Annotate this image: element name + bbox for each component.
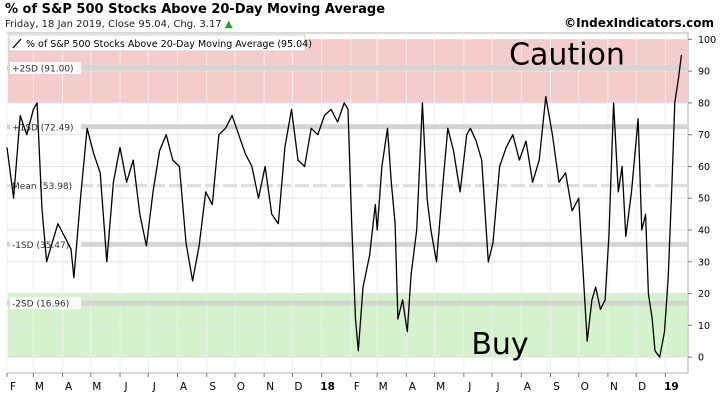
x-tick-label: J bbox=[496, 381, 500, 393]
reference-label-bg bbox=[10, 61, 82, 74]
x-tick-label: M bbox=[92, 381, 101, 393]
reference-label: +2SD (91.00) bbox=[12, 64, 74, 74]
reference-label-group: +2SD (91.00) bbox=[10, 61, 82, 74]
reference-label-bg bbox=[10, 297, 82, 310]
x-tick-label: N bbox=[610, 381, 618, 393]
reference-label: -2SD (16.96) bbox=[12, 300, 69, 310]
y-tick-label: 50 bbox=[698, 194, 710, 205]
y-tick-label: 100 bbox=[698, 35, 716, 46]
chart-title: % of S&P 500 Stocks Above 20-Day Moving … bbox=[5, 2, 386, 17]
x-tick-label: M bbox=[35, 381, 44, 393]
x-tick-label: N bbox=[266, 381, 274, 393]
reference-label-bg bbox=[10, 179, 82, 192]
x-tick-label: J bbox=[152, 381, 156, 393]
reference-label: -1SD (35.47) bbox=[12, 241, 69, 251]
chart-subtitle: Friday, 18 Jan 2019, Close 95.04, Chg. 3… bbox=[5, 19, 233, 30]
x-tick-label: A bbox=[180, 381, 188, 393]
y-tick-label: 20 bbox=[698, 289, 710, 300]
x-tick-label: J bbox=[123, 381, 127, 393]
y-tick-label: 0 bbox=[698, 353, 704, 364]
legend-label: % of S&P 500 Stocks Above 20-Day Moving … bbox=[26, 39, 312, 50]
change-up-icon: ▲ bbox=[224, 19, 233, 30]
x-tick-label: A bbox=[65, 381, 73, 393]
y-tick-label: 10 bbox=[698, 321, 710, 332]
caution-label: Caution bbox=[509, 37, 625, 72]
x-tick-label: O bbox=[237, 381, 245, 393]
x-tick-label: S bbox=[553, 381, 560, 393]
x-tick-label: 18 bbox=[320, 381, 335, 393]
x-tick-label: M bbox=[379, 381, 388, 393]
x-tick-label: J bbox=[467, 381, 471, 393]
legend-swatch bbox=[12, 38, 22, 49]
buy-label: Buy bbox=[471, 327, 528, 362]
y-tick-label: 70 bbox=[698, 130, 710, 141]
x-tick-label: D bbox=[294, 381, 302, 393]
x-tick-label: F bbox=[10, 381, 16, 393]
reference-label-group: +1SD (72.49) bbox=[10, 120, 82, 133]
legend-box bbox=[8, 34, 306, 52]
reference-label: +1SD (72.49) bbox=[12, 123, 74, 133]
y-tick-label: 80 bbox=[698, 98, 710, 109]
copyright-label: ©IndexIndicators.com bbox=[564, 16, 714, 30]
x-tick-label: O bbox=[581, 381, 589, 393]
y-tick-label: 60 bbox=[698, 162, 710, 173]
y-tick-label: 40 bbox=[698, 226, 710, 237]
x-tick-label: A bbox=[409, 381, 417, 393]
reference-label: Mean (53.98) bbox=[12, 182, 72, 192]
x-tick-label: A bbox=[524, 381, 532, 393]
x-tick-label: S bbox=[209, 381, 216, 393]
x-tick-label: 19 bbox=[664, 381, 679, 393]
series-line bbox=[6, 55, 683, 358]
x-tick-label: F bbox=[354, 381, 360, 393]
y-tick-label: 90 bbox=[698, 67, 710, 78]
reference-label-group: -2SD (16.96) bbox=[10, 297, 82, 310]
subtitle-text: Friday, 18 Jan 2019, Close 95.04, Chg. 3… bbox=[5, 19, 222, 30]
legend: % of S&P 500 Stocks Above 20-Day Moving … bbox=[8, 34, 312, 52]
y-tick-label: 30 bbox=[698, 257, 710, 268]
reference-label-group: Mean (53.98) bbox=[10, 179, 82, 192]
x-tick-label: M bbox=[436, 381, 445, 393]
x-tick-label: D bbox=[638, 381, 646, 393]
